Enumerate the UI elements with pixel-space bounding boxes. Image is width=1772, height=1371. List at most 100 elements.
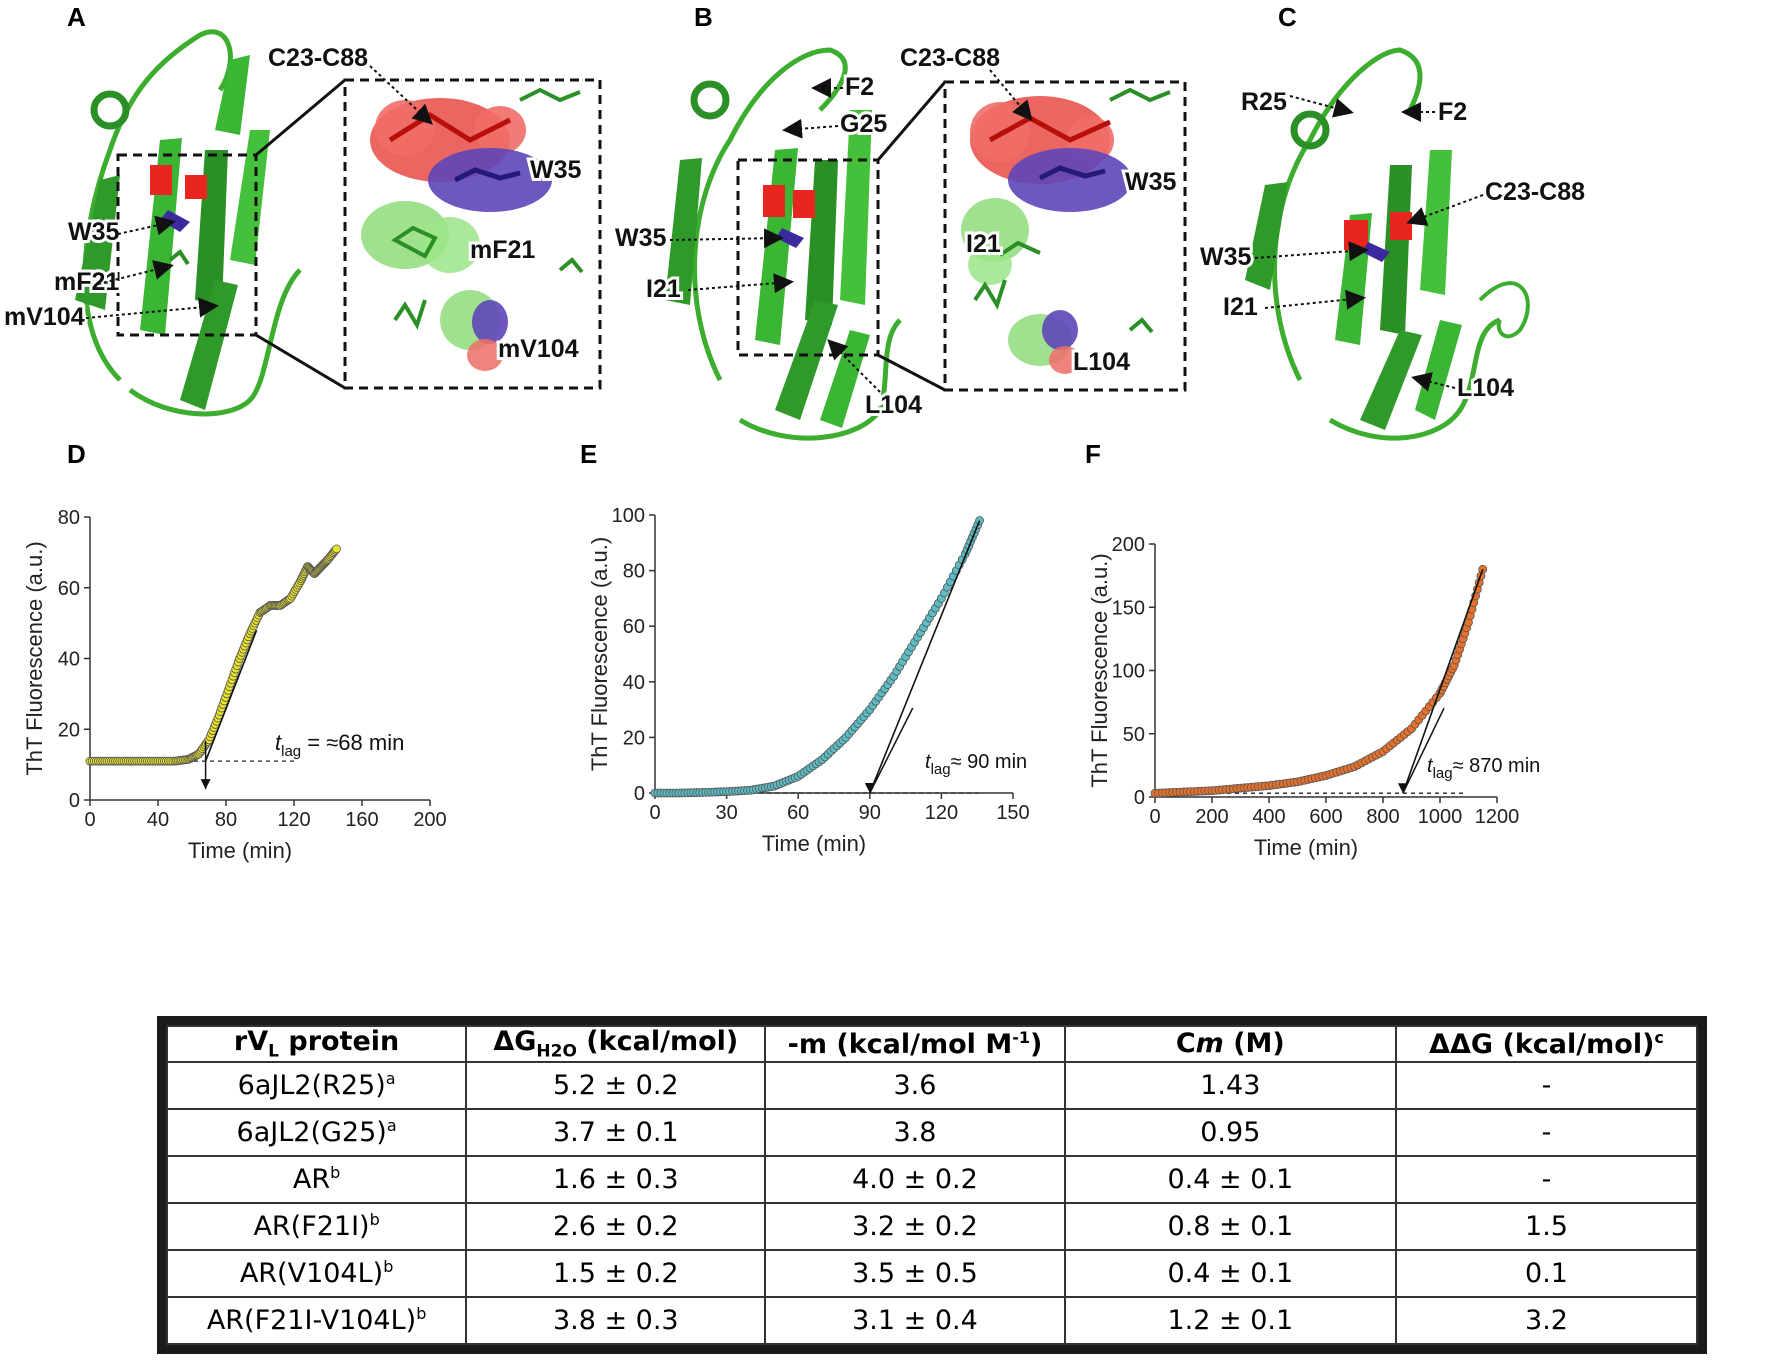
- chart-e: 0 30 60 90 120 150 0 20 40 60 80 100 Time (min) ThT F…: [587, 505, 1030, 856]
- label-b-inset-l104: L104: [1073, 348, 1130, 376]
- header-cm: Cm (M): [1063, 1024, 1398, 1064]
- table-row: ARb 1.6 ± 0.3 4.0 ± 0.2 0.4 ± 0.1-: [165, 1155, 1698, 1205]
- label-c-r25: R25: [1241, 88, 1287, 116]
- data-point: [1478, 564, 1488, 574]
- panel-letter-c: C: [1278, 2, 1297, 32]
- y-tick-label: 0: [69, 790, 80, 812]
- table-row: AR(V104L)b 1.5 ± 0.2 3.5 ± 0.5 0.4 ± 0.1 0.1: [165, 1249, 1698, 1298]
- x-axis-title: Time (min): [762, 831, 866, 856]
- x-tick-label: 200: [1195, 806, 1228, 828]
- cell-cm: 0.95: [1063, 1108, 1398, 1158]
- label-a-mv104: mV104: [4, 303, 85, 331]
- cell-cm: 0.4 ± 0.1: [1063, 1155, 1398, 1205]
- x-tick-label: 40: [147, 809, 169, 831]
- cell-dg: 1.6 ± 0.3: [465, 1155, 767, 1205]
- structure-b: C23-C88 F2 G25 W35 I21 L104 W35 I21 L104: [612, 41, 1187, 441]
- cell-ddg: 3.2: [1395, 1296, 1698, 1345]
- label-b-i21: I21: [646, 275, 681, 303]
- label-c-c23-c88: C23-C88: [1485, 178, 1585, 206]
- x-tick-label: 600: [1309, 806, 1342, 828]
- tangent-line: [1402, 569, 1484, 794]
- cell-dg: 5.2 ± 0.2: [465, 1061, 767, 1111]
- structure-c: R25 F2 C23-C88 W35 I21 L104: [1197, 47, 1588, 441]
- label-c-w35: W35: [1200, 243, 1252, 271]
- data-point: [975, 516, 984, 525]
- table-header-row: rVL protein ΔGH2O (kcal/mol) -m (kcal/mo…: [165, 1024, 1698, 1064]
- label-b-inset-w35: W35: [1125, 168, 1177, 196]
- y-tick-label: 40: [623, 672, 645, 694]
- cell-m: 3.8: [764, 1108, 1066, 1158]
- label-b-l104: L104: [865, 391, 922, 419]
- cell-dg: 3.7 ± 0.1: [465, 1108, 767, 1158]
- lag-arrowhead: [1397, 783, 1408, 794]
- lag-time-annotation: tlag = ≈68 min: [275, 730, 404, 760]
- label-a-w35: W35: [68, 218, 120, 246]
- stability-table: rVL protein ΔGH2O (kcal/mol) -m (kcal/mo…: [157, 1016, 1707, 1354]
- x-tick-label: 60: [787, 802, 809, 824]
- cell-protein: AR(F21I-V104L)b: [165, 1296, 468, 1345]
- label-b-w35: W35: [615, 224, 667, 252]
- x-tick-label: 150: [996, 802, 1029, 824]
- x-tick-label: 120: [925, 802, 958, 824]
- x-tick-label: 400: [1252, 806, 1285, 828]
- label-c-i21: I21: [1223, 293, 1258, 321]
- label-b-f2: F2: [845, 73, 874, 101]
- table-row: AR(F21I-V104L)b 3.8 ± 0.3 3.1 ± 0.4 1.2 ± 0…: [165, 1296, 1698, 1345]
- lag-arrow: [1402, 707, 1445, 794]
- cell-m: 3.2 ± 0.2: [764, 1202, 1066, 1252]
- header-ddg: ΔΔG (kcal/mol)c: [1395, 1024, 1698, 1064]
- protein-structure-figures: C23-C88 W35 mF21 mV104 W35 mF21 mV104: [1, 29, 1588, 441]
- cell-cm: 1.2 ± 0.1: [1063, 1296, 1398, 1345]
- cell-protein: ARb: [165, 1155, 468, 1205]
- header-protein: rVL protein: [165, 1024, 468, 1064]
- cell-ddg: -: [1395, 1108, 1698, 1158]
- label-a-mf21: mF21: [54, 268, 119, 296]
- label-b-g25: G25: [840, 110, 887, 138]
- chart-f: 0 200 400 600 800 1000 1200 0 50 100 150 200 Time (m…: [1087, 534, 1540, 860]
- x-tick-label: 120: [277, 809, 310, 831]
- cell-ddg: -: [1395, 1155, 1698, 1205]
- y-tick-label: 100: [612, 505, 645, 527]
- label-c-l104: L104: [1457, 374, 1514, 402]
- y-tick-label: 50: [1123, 724, 1145, 746]
- tangent-line: [869, 520, 981, 794]
- panel-letter-e: E: [580, 439, 598, 469]
- cell-dg: 3.8 ± 0.3: [465, 1296, 767, 1345]
- table-row: 6aJL2(R25)a 5.2 ± 0.2 3.6 1.43-: [165, 1061, 1698, 1111]
- x-axis-title: Time (min): [1254, 835, 1358, 860]
- x-tick-label: 0: [1149, 806, 1160, 828]
- cell-m: 3.6: [764, 1061, 1066, 1111]
- y-axis-title: ThT Fluorescence (a.u.): [1087, 553, 1112, 787]
- y-tick-label: 60: [58, 578, 80, 600]
- cell-dg: 2.6 ± 0.2: [465, 1202, 767, 1252]
- tangent-line: [204, 629, 258, 762]
- y-tick-label: 200: [1112, 534, 1145, 556]
- cell-m: 3.5 ± 0.5: [764, 1249, 1066, 1298]
- label-a-inset-w35: W35: [530, 156, 582, 184]
- y-axis-title: ThT Fluorescence (a.u.): [22, 541, 47, 775]
- panel-letter-d: D: [67, 439, 86, 469]
- panel-letter-b: B: [694, 2, 713, 32]
- x-tick-label: 90: [859, 802, 881, 824]
- lag-arrow: [869, 707, 914, 794]
- cell-ddg: 1.5: [1395, 1202, 1698, 1252]
- x-tick-label: 1200: [1475, 806, 1520, 828]
- y-tick-label: 20: [58, 719, 80, 741]
- label-b-inset-i21: I21: [966, 230, 1001, 258]
- x-tick-label: 80: [215, 809, 237, 831]
- y-tick-label: 60: [623, 616, 645, 638]
- cell-ddg: -: [1395, 1061, 1698, 1111]
- lag-arrowhead: [200, 779, 211, 790]
- cell-protein: 6aJL2(R25)a: [165, 1061, 468, 1111]
- cell-cm: 0.8 ± 0.1: [1063, 1202, 1398, 1252]
- data-point: [332, 544, 341, 554]
- x-tick-label: 800: [1366, 806, 1399, 828]
- x-tick-label: 0: [84, 809, 95, 831]
- x-tick-label: 200: [413, 809, 446, 831]
- lag-time-annotation: tlag≈ 90 min: [925, 751, 1027, 778]
- lag-arrowhead: [864, 783, 875, 793]
- label-a-inset-mf21: mF21: [470, 236, 535, 264]
- cell-protein: AR(F21I)b: [165, 1202, 468, 1252]
- cell-m: 3.1 ± 0.4: [764, 1296, 1066, 1345]
- y-tick-label: 80: [58, 507, 80, 529]
